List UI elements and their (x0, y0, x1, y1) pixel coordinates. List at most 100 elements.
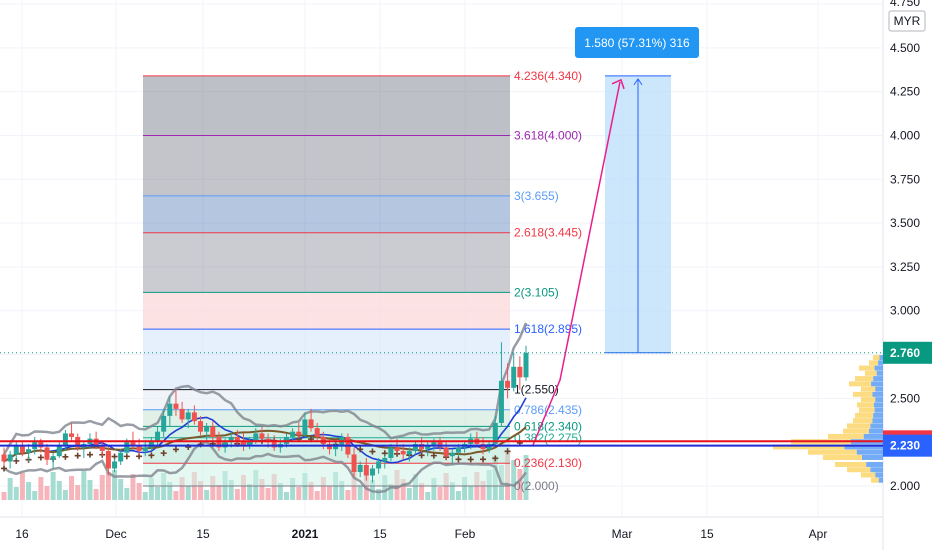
candle-body (136, 445, 142, 451)
candle-body (382, 457, 388, 462)
candle-body (191, 412, 197, 422)
x-tick-label: Apr (809, 527, 828, 541)
volume-bar (265, 488, 271, 500)
volume-profile-bar (872, 391, 883, 397)
y-tick-label: 4.250 (890, 85, 920, 99)
candle-body (204, 426, 210, 432)
trend-cross-marker (357, 446, 364, 453)
volume-bar (523, 455, 529, 500)
trend-cross-marker (504, 448, 511, 455)
volume-bar (56, 481, 62, 500)
volume-profile-bar (843, 428, 869, 434)
candle-body (99, 445, 105, 451)
trend-cross-marker (467, 456, 474, 463)
candle-body (376, 461, 382, 469)
candle-body (50, 456, 56, 460)
price-tag-label: 2.230 (890, 439, 920, 453)
volume-profile-bar (878, 477, 883, 483)
candle-body (455, 447, 461, 453)
price-tag-label: 2.760 (890, 346, 920, 360)
volume-bar (124, 488, 130, 500)
volume-profile-bar (835, 461, 867, 467)
candle-body (179, 408, 185, 420)
candle-body (363, 464, 369, 476)
candle-body (296, 431, 302, 436)
y-axis: MYR 4.750 4.500 4.250 4.000 3.750 3.500 3.250 3.… (883, 0, 932, 493)
x-tick-label: Mar (612, 527, 633, 541)
volume-profile-bar (876, 370, 883, 376)
trend-cross-marker (369, 448, 376, 455)
volume-bar (271, 474, 277, 500)
volume-bar (87, 480, 93, 500)
volume-profile-bar (863, 433, 883, 439)
candle-body (44, 447, 50, 460)
candle-body (112, 461, 118, 469)
trend-cross-marker (37, 454, 44, 461)
candle-body (492, 422, 498, 444)
volume-profile-bar (874, 365, 883, 371)
trend-cross-marker (430, 452, 437, 459)
candle-body (449, 452, 455, 457)
volume-profile-bar (847, 467, 871, 473)
volume-bar (345, 490, 351, 500)
volume-bar (419, 483, 425, 500)
y-tick-label: 4.500 (890, 41, 920, 55)
volume-profile-bar (847, 423, 871, 429)
volume-bar (99, 475, 105, 500)
volume-profile-bar (875, 386, 883, 392)
x-tick-label: Dec (105, 527, 126, 541)
y-tick-label: 2.500 (890, 391, 920, 405)
candle-body (241, 440, 247, 446)
fib-zone (143, 329, 510, 390)
volume-profile-bar (872, 418, 883, 424)
candle-body (290, 431, 296, 437)
volume-profile-bar (874, 407, 883, 413)
volume-profile-bar (859, 407, 875, 413)
fib-label: 0.618(2.340) (514, 419, 582, 433)
projection-label-box (575, 27, 699, 58)
volume-bar (142, 492, 148, 500)
fib-label: 1.618(2.895) (514, 322, 582, 336)
candle-body (118, 452, 124, 462)
volume-profile-bar (873, 376, 883, 382)
volume-bar (216, 485, 222, 500)
fib-zone (143, 463, 510, 486)
candle-body (253, 433, 259, 441)
candle-body (198, 421, 204, 432)
candle-body (69, 433, 75, 437)
fib-zone (143, 195, 510, 233)
volume-bar (455, 491, 461, 500)
trend-cross-marker (74, 452, 81, 459)
volume-profile-bar (861, 386, 876, 392)
x-tick-label: 15 (196, 527, 210, 541)
projection-arrow-head (633, 77, 643, 86)
volume-bar (130, 474, 136, 500)
volume-bar (167, 482, 173, 500)
volume-profile-bar (849, 381, 872, 387)
volume-layer (1, 451, 529, 500)
currency-box (888, 10, 926, 32)
bollinger-upper (2, 322, 528, 456)
candle-body (511, 366, 517, 388)
volume-bar (7, 478, 13, 500)
volume-profile-bar (856, 449, 883, 455)
volume-bar (179, 477, 185, 500)
volume-bar (283, 492, 289, 500)
candle-body (56, 445, 62, 457)
candle-body (308, 419, 314, 429)
volume-profile-bar (808, 449, 857, 455)
volume-bar (320, 477, 326, 500)
volume-bar (112, 470, 118, 500)
y-tick-label: 3.000 (890, 304, 920, 318)
volume-bar (517, 469, 523, 500)
candle-body (259, 433, 265, 439)
candle-body (505, 380, 511, 388)
price-tag (883, 341, 932, 364)
fib-label: 4.236(4.340) (514, 69, 582, 83)
projection-label: 1.580 (57.31%) 316 (584, 36, 690, 50)
forecast-path-arrowhead (611, 78, 625, 90)
fib-label: 3(3.655) (514, 189, 559, 203)
volume-profile-bar (859, 365, 875, 371)
volume-bar (75, 485, 81, 500)
